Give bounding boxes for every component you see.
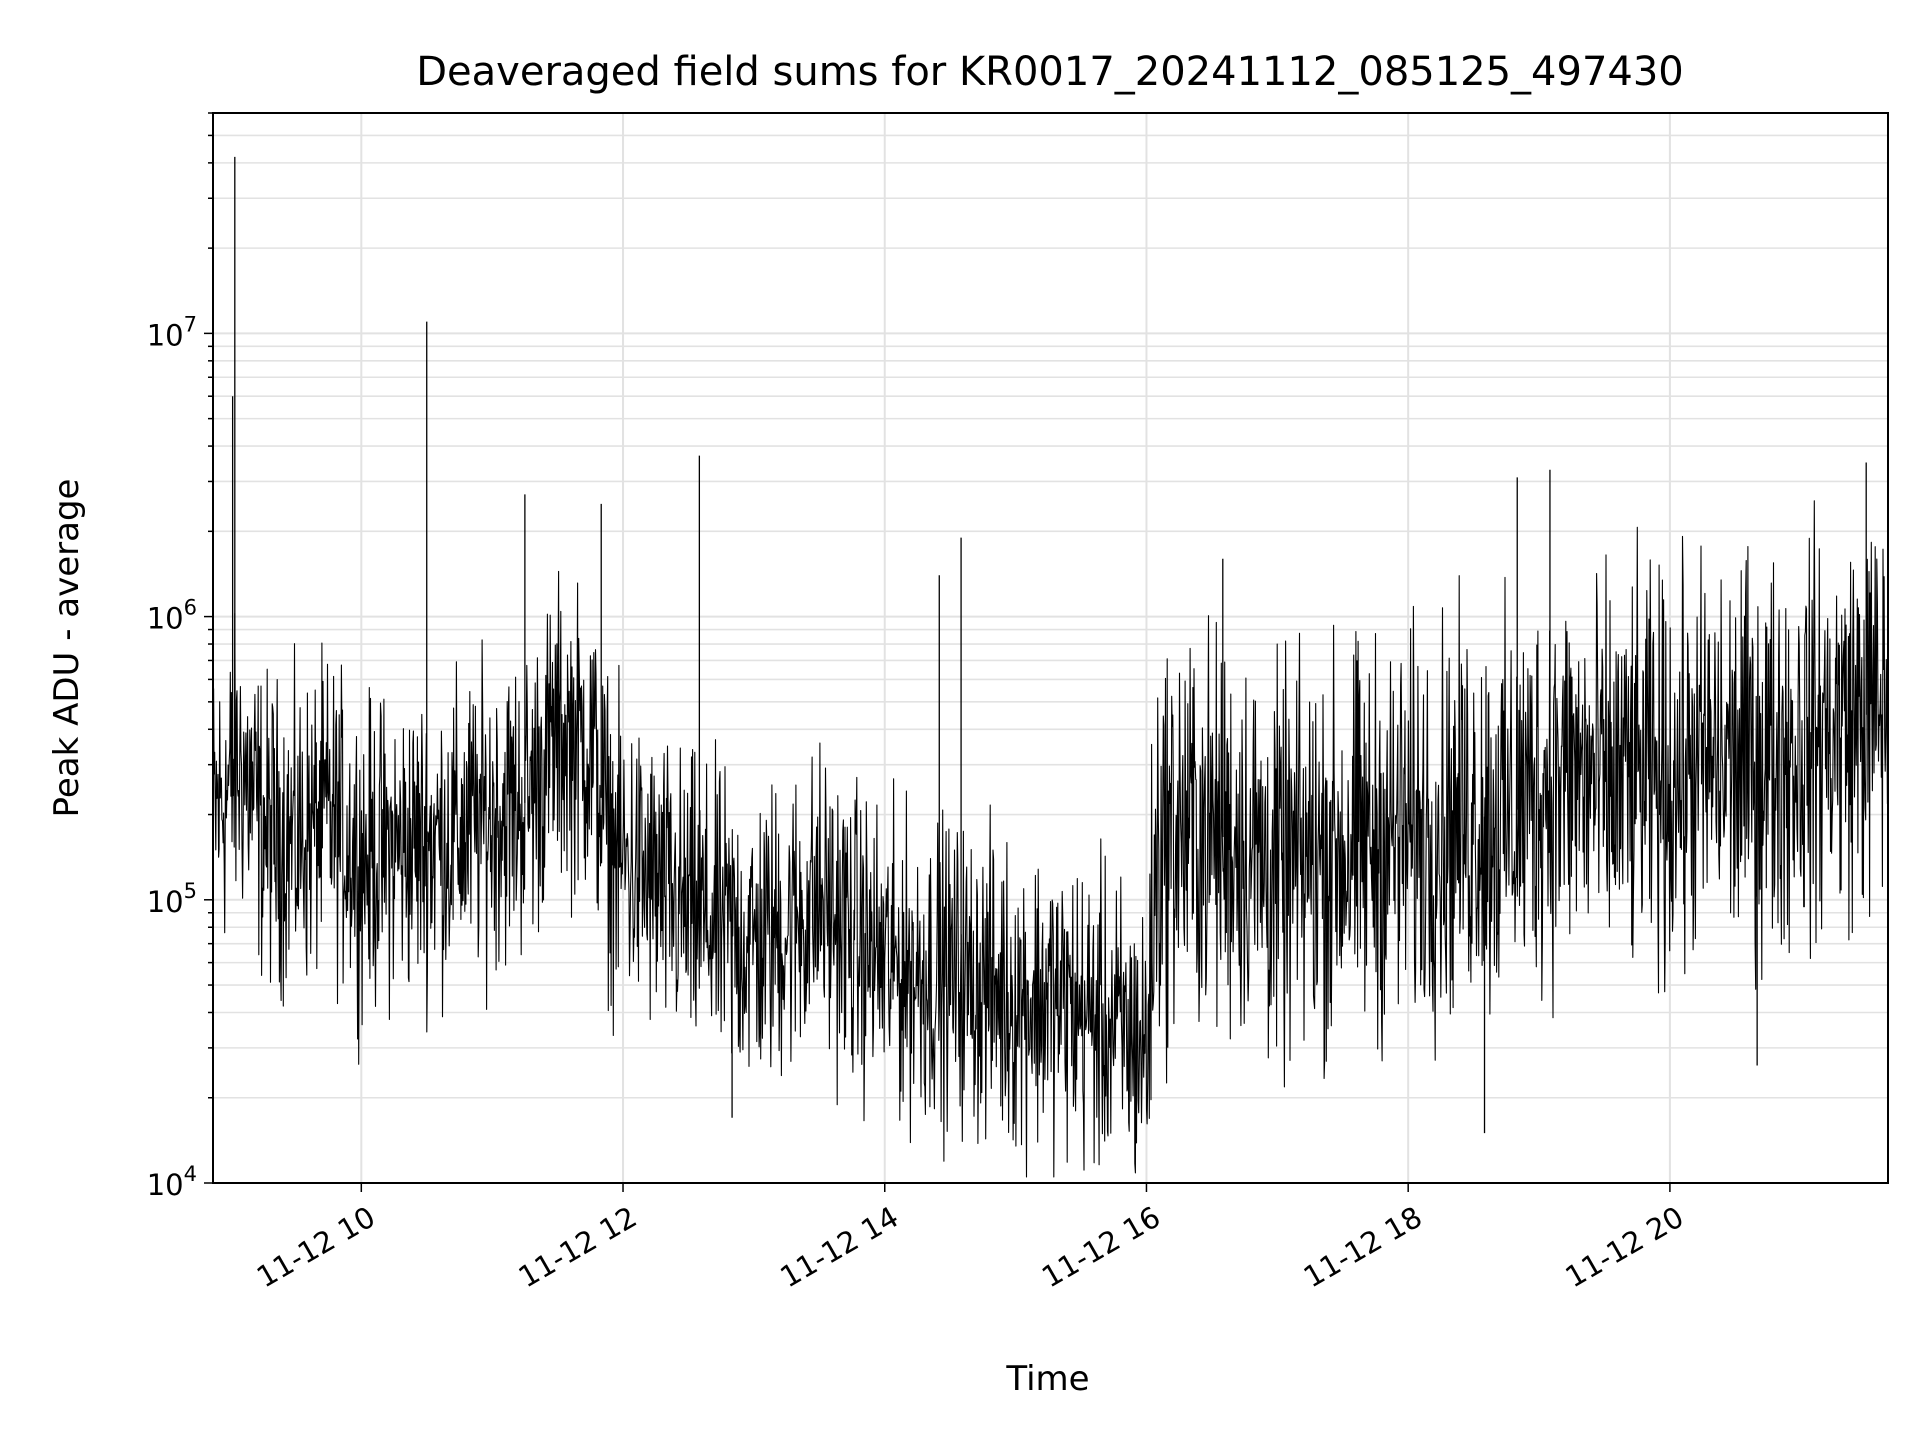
y-tick-label: 104: [147, 1162, 197, 1202]
data-line: [212, 500, 1889, 1178]
x-axis-label: Time: [1005, 1359, 1089, 1399]
y-axis-label: Peak ADU - average: [47, 479, 87, 818]
chart-title: Deaveraged field sums for KR0017_2024111…: [416, 49, 1684, 95]
data-line-group: [212, 156, 1889, 1178]
y-tick-exponent: 6: [184, 596, 197, 620]
y-tick-base: 10: [147, 602, 184, 636]
y-tick-label: 106: [147, 596, 197, 636]
plot-frame: [212, 112, 1889, 1184]
y-tick-label: 105: [147, 879, 197, 919]
y-tick-exponent: 5: [184, 879, 197, 903]
y-tick-base: 10: [147, 885, 184, 919]
y-tick-base: 10: [147, 1168, 184, 1202]
y-tick-label: 107: [147, 312, 197, 352]
y-tick-exponent: 4: [184, 1162, 197, 1186]
y-tick-exponent: 7: [184, 312, 197, 336]
y-tick-base: 10: [147, 318, 184, 352]
